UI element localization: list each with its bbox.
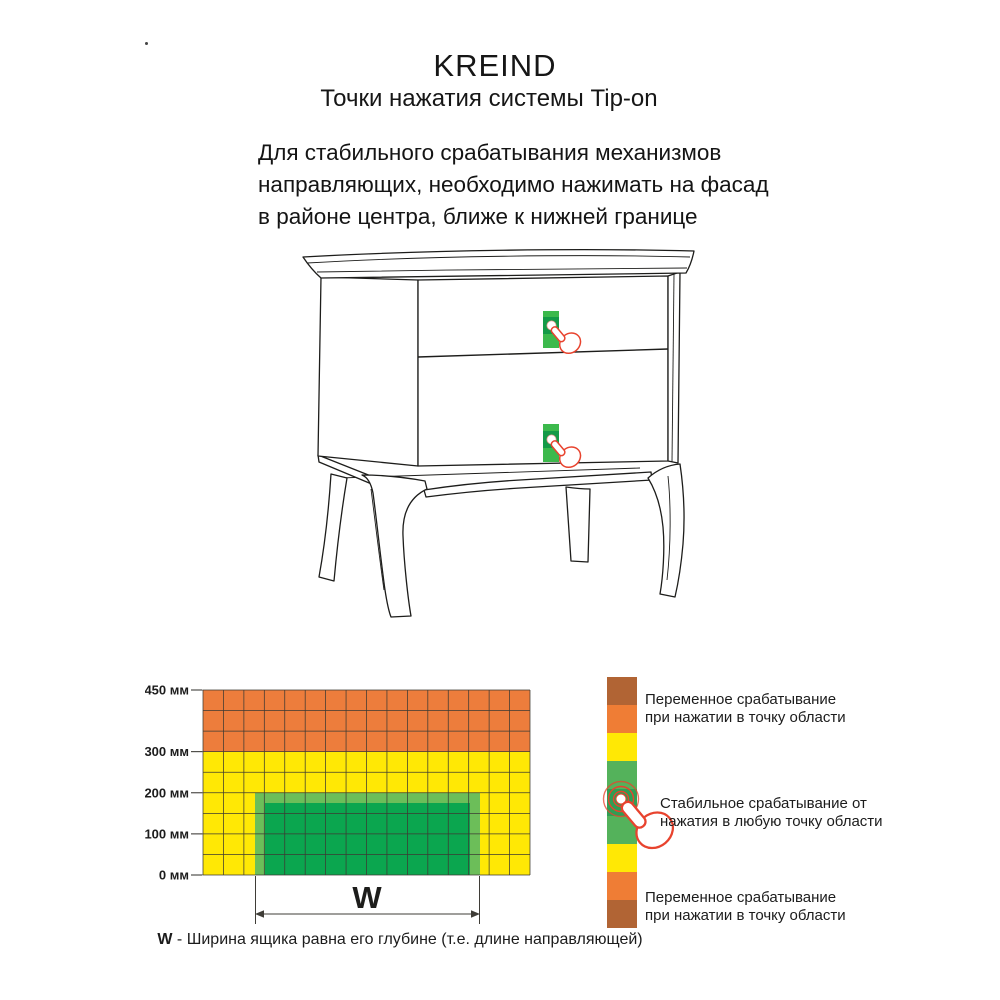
page-subtitle: Точки нажатия системы Tip-on (320, 85, 658, 112)
legend-item-line: при нажатии в точку области (645, 708, 846, 726)
y-tick-label: 100 мм (145, 826, 189, 841)
intro-line: в районе центра, ближе к нижней границе (258, 204, 698, 229)
intro-paragraph: Для стабильного срабатывания механизмов … (258, 137, 769, 233)
nightstand-tabletop (302, 249, 695, 279)
width-note-text: - Ширина ящика равна его глубине (т.е. д… (172, 931, 643, 948)
press-hand-icon (550, 440, 582, 469)
legend-item: Переменное срабатывание при нажатии в то… (645, 691, 846, 726)
nightstand-body (317, 271, 681, 467)
page-title: KREIND (433, 48, 557, 83)
legend-item: Стабильное срабатывание от нажатия в люб… (660, 795, 883, 830)
nightstand-back-legs (318, 467, 641, 582)
legend-item: Переменное срабатывание при нажатии в то… (645, 889, 846, 924)
drawer-press-indicator-upper (543, 311, 582, 355)
press-hand-icon (620, 800, 675, 850)
width-note-bold: W (157, 931, 173, 948)
legend-bar-segment (607, 677, 637, 705)
arrow-left-head (255, 910, 264, 918)
legend-item-line: Переменное срабатывание (645, 889, 837, 906)
nightstand-illustration (302, 249, 695, 618)
grid-lines (202, 689, 531, 876)
legend-bar-segment (607, 872, 637, 901)
arrow-right-head (471, 910, 480, 918)
pressure-zone-chart: 450 мм 300 мм 200 мм 100 мм 0 мм W (145, 683, 531, 924)
drawer-press-indicator-lower (543, 424, 582, 469)
target-press-hand-icon (602, 780, 675, 850)
drawer-divider (417, 348, 669, 358)
zone-stable-core (265, 803, 470, 875)
target-rings-icon (602, 780, 640, 818)
y-tick-label: 0 мм (159, 868, 189, 883)
stray-dot (145, 42, 148, 45)
press-hand-icon (550, 326, 582, 355)
legend-item-line: Переменное срабатывание (645, 691, 837, 708)
y-tick-label: 300 мм (145, 744, 189, 759)
legend-bar-segment (607, 844, 637, 873)
legend-item-line: нажатия в любую точку области (660, 812, 883, 830)
width-note: W - Ширина ящика равна его глубине (т.е.… (150, 931, 650, 949)
y-tick-label: 450 мм (145, 683, 189, 698)
legend-bar-segment (607, 732, 637, 761)
width-label: W (352, 880, 382, 915)
y-tick-label: 200 мм (145, 785, 189, 800)
legend-bar-segment (607, 704, 637, 733)
legend-item-line: Стабильное срабатывание от (660, 795, 867, 812)
width-dimension: W (255, 876, 480, 924)
nightstand-front-legs (361, 463, 685, 618)
legend-item-line: при нажатии в точку области (645, 906, 846, 924)
intro-line: направляющих, необходимо нажимать на фас… (258, 172, 769, 197)
side-panel (317, 276, 419, 467)
y-axis-ticks: 450 мм 300 мм 200 мм 100 мм 0 мм (145, 683, 203, 883)
intro-line: Для стабильного срабатывания механизмов (258, 140, 722, 165)
legend-bar-segment (607, 900, 637, 929)
